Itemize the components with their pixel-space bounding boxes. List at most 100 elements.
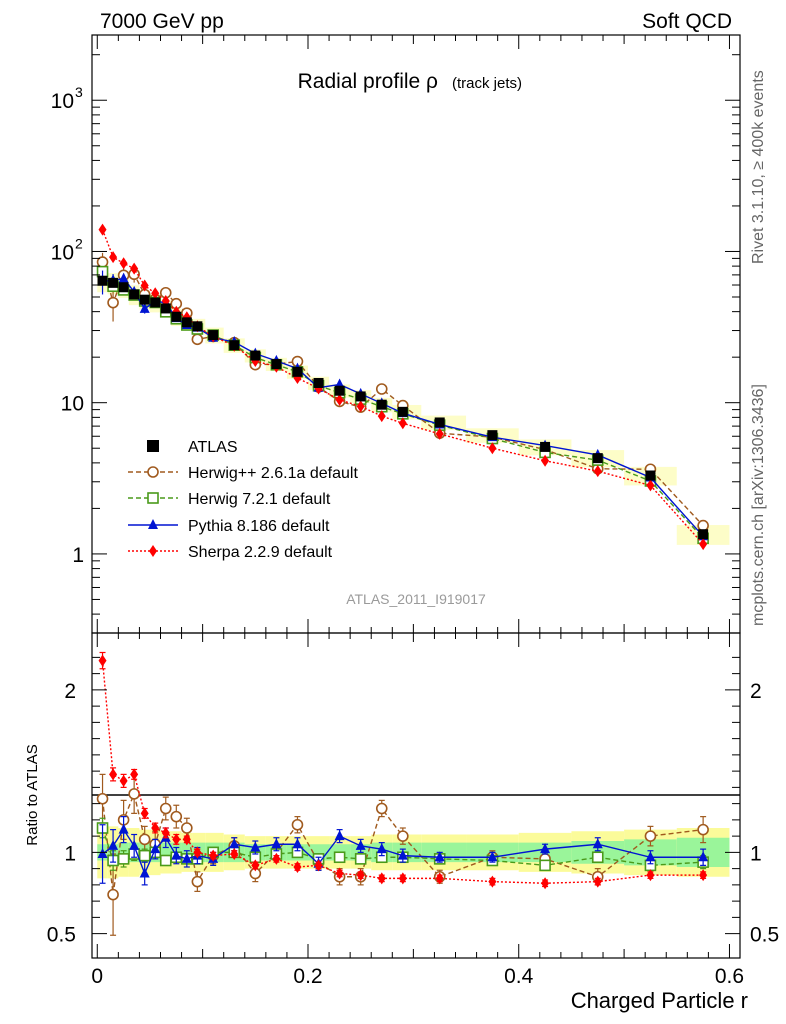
y-tick-exponent: 2 <box>75 235 83 251</box>
marker-data-square <box>160 303 171 314</box>
marker-open-circle <box>96 792 109 805</box>
marker-data-square <box>97 275 108 286</box>
marker-data-square <box>139 294 150 305</box>
marker-open-circle <box>397 830 409 842</box>
marker-open-circle <box>170 810 183 823</box>
x-tick-label: 0.6 <box>715 965 744 988</box>
marker-data-square <box>334 385 345 396</box>
marker-filled-diamond <box>293 861 302 873</box>
y-tick-label: 10 <box>51 241 74 264</box>
x-tick-label: 0 <box>91 965 103 988</box>
marker-filled-triangle <box>292 838 303 849</box>
ratio-tick-label-right: 2 <box>750 680 762 703</box>
x-tick-label: 0.2 <box>293 965 322 988</box>
marker-filled-diamond <box>119 774 128 787</box>
marker-filled-diamond <box>541 454 550 467</box>
marker-data-square <box>645 470 656 481</box>
marker-open-circle <box>107 296 119 309</box>
marker-filled-diamond <box>398 417 407 430</box>
marker-filled-triangle <box>129 839 140 850</box>
legend-label: Herwig 7.2.1 default <box>188 491 331 508</box>
marker-filled-triangle <box>645 851 656 862</box>
marker-filled-diamond <box>151 822 160 834</box>
marker-open-circle <box>191 333 204 346</box>
marker-filled-triangle <box>271 838 282 849</box>
y-tick-exponent: 3 <box>75 84 83 100</box>
ratio-tick-label-right: 1 <box>750 842 762 865</box>
marker-data-square <box>250 350 261 361</box>
marker-filled-triangle <box>181 852 192 863</box>
ratio-series-filled-diamond <box>98 651 708 890</box>
marker-open-circle <box>375 383 388 395</box>
marker-data-square <box>181 317 192 328</box>
marker-filled-triangle <box>698 851 709 862</box>
marker-filled-triangle <box>355 839 366 850</box>
marker-open-circle <box>147 466 159 478</box>
marker-open-square <box>159 854 172 867</box>
marker-filled-triangle <box>229 838 240 849</box>
marker-open-circle <box>375 802 388 815</box>
marker-filled-diamond <box>356 400 365 413</box>
marker-filled-triangle <box>118 272 129 283</box>
marker-filled-diamond <box>646 869 655 882</box>
ratio-series-filled-triangle <box>97 816 709 886</box>
marker-filled-triangle <box>487 851 498 862</box>
marker-filled-diamond <box>398 872 407 885</box>
marker-filled-triangle <box>376 843 387 854</box>
marker-filled-triangle <box>139 302 150 313</box>
marker-filled-diamond <box>172 833 181 846</box>
top-series-open-circle <box>96 252 709 532</box>
marker-filled-diamond <box>541 877 550 890</box>
ratio-tick-label: 1 <box>64 842 76 865</box>
marker-open-square <box>591 851 604 864</box>
marker-data-square <box>592 453 603 464</box>
ratio-series-layer <box>96 651 709 936</box>
y-tick-label: 10 <box>51 90 74 113</box>
marker-filled-triangle <box>434 851 445 862</box>
marker-filled-triangle <box>250 841 261 852</box>
marker-data-square <box>698 529 709 540</box>
marker-open-circle <box>181 822 193 834</box>
header-left: 7000 GeV pp <box>100 10 224 33</box>
legend-label: Pythia 8.186 default <box>188 518 330 535</box>
top-series-atlas <box>97 275 709 540</box>
marker-filled-diamond <box>699 869 708 882</box>
marker-open-circle <box>291 818 304 831</box>
marker-filled-diamond <box>119 257 128 270</box>
marker-filled-diamond <box>98 654 107 667</box>
ratio-y-axis-title: Ratio to ATLAS <box>24 744 41 845</box>
marker-filled-triangle <box>148 519 158 529</box>
marker-open-circle <box>697 519 709 532</box>
marker-open-circle <box>644 830 657 842</box>
marker-filled-diamond <box>209 849 218 862</box>
ratio-series-line <box>101 660 704 884</box>
marker-filled-triangle <box>540 843 551 854</box>
marker-data-square <box>292 366 303 377</box>
marker-open-square <box>333 851 346 864</box>
marker-data-square <box>108 277 119 288</box>
legend-label-atlas: ATLAS <box>188 439 238 456</box>
marker-filled-diamond <box>130 768 139 781</box>
marker-filled-diamond <box>149 545 157 557</box>
marker-data-square <box>376 399 387 410</box>
marker-data-square <box>208 330 219 341</box>
marker-open-square <box>147 492 159 504</box>
ratio-tick-label-right: 0.5 <box>750 924 779 947</box>
x-tick-label: 0.4 <box>504 965 534 988</box>
marker-data-square <box>171 311 182 322</box>
analysis-watermark: ATLAS_2011_I919017 <box>346 591 486 607</box>
marker-filled-diamond <box>314 859 323 872</box>
marker-data-square <box>487 430 498 441</box>
ratio-uncertainty-band <box>97 826 730 879</box>
marker-data-square <box>129 289 140 300</box>
marker-filled-diamond <box>161 826 170 839</box>
band-inner-segment <box>160 842 172 863</box>
top-series-line <box>101 261 704 527</box>
marker-filled-diamond <box>377 410 386 423</box>
legend-label: Sherpa 2.2.9 default <box>188 544 333 561</box>
marker-data-square <box>355 391 366 402</box>
marker-filled-triangle <box>334 830 345 841</box>
top-series-layer <box>96 223 709 551</box>
legend-marker-atlas <box>147 440 159 452</box>
marker-filled-diamond <box>109 768 118 781</box>
